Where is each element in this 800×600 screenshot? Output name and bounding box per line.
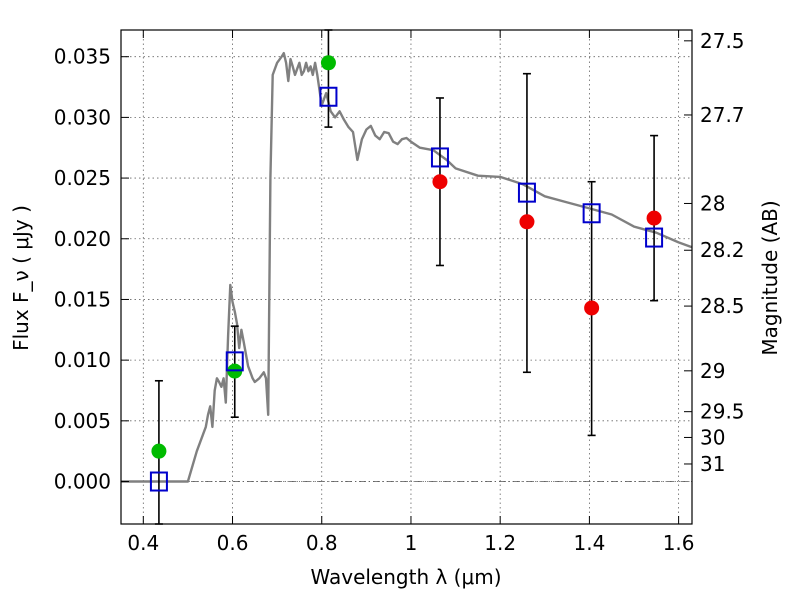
x-tick-label: 0.4 xyxy=(127,531,159,555)
grid-lines xyxy=(121,30,692,524)
y-tick-label: 0.015 xyxy=(54,287,111,311)
y-axis-label: Flux F_ν ( μJy ) xyxy=(9,205,33,351)
y-tick-label: 0.005 xyxy=(54,409,111,433)
x-tick-label: 1.2 xyxy=(484,531,516,555)
green-data-point xyxy=(151,443,167,459)
y-tick-label: 0.030 xyxy=(54,105,111,129)
y-tick-label: 0.000 xyxy=(54,470,111,494)
secondary-y-tick-label: 28 xyxy=(700,191,725,215)
y-tick-label: 0.035 xyxy=(54,45,111,69)
secondary-y-tick-label: 31 xyxy=(700,452,725,476)
secondary-y-tick-label: 28.2 xyxy=(700,238,745,262)
x-axis-ticks: 0.4 0.6 0.8 1 1.2 1.4 1.6 xyxy=(127,30,695,555)
plot-area-frame xyxy=(120,29,693,525)
model-square-marker xyxy=(319,86,338,107)
y-axis-ticks: 0.000 0.005 0.010 0.015 0.020 0.025 0.030 0.035 xyxy=(54,45,129,494)
red-data-point xyxy=(646,210,662,226)
model-square-marker xyxy=(430,147,449,168)
red-data-point xyxy=(519,214,535,230)
secondary-y-tick-label: 28.5 xyxy=(700,294,745,318)
y-tick-label: 0.025 xyxy=(54,166,111,190)
x-tick-label: 0.8 xyxy=(306,531,338,555)
y-tick-label: 0.020 xyxy=(54,227,111,251)
model-square-marker xyxy=(517,182,536,203)
photometry-points xyxy=(149,55,664,492)
red-data-point xyxy=(432,174,448,190)
green-data-point xyxy=(320,55,336,71)
secondary-y-tick-label: 27.7 xyxy=(700,103,745,127)
y-tick-label: 0.010 xyxy=(54,348,111,372)
model-spectrum-line xyxy=(121,51,693,483)
model-square-marker xyxy=(225,351,244,372)
secondary-y-tick-label: 29.5 xyxy=(700,400,745,424)
red-data-point xyxy=(584,300,600,316)
secondary-y-tick-label: 29 xyxy=(700,359,725,383)
x-tick-label: 1.4 xyxy=(573,531,605,555)
secondary-y-axis-label: Magnitude (AB) xyxy=(758,200,782,355)
secondary-y-axis-ticks: 27.5 27.7 28 28.2 28.5 29 29.530 31 xyxy=(684,29,745,476)
model-spectrum-series xyxy=(121,51,693,483)
model-square-marker xyxy=(645,227,664,248)
secondary-y-tick-label: 30 xyxy=(700,425,725,449)
x-tick-label: 0.6 xyxy=(217,531,249,555)
errorbar-series xyxy=(154,29,659,525)
x-axis-label: Wavelength λ (μm) xyxy=(310,565,501,589)
model-square-marker xyxy=(582,203,601,224)
model-square-marker xyxy=(149,471,168,492)
secondary-y-tick-label: 27.5 xyxy=(700,29,745,53)
x-tick-label: 1.6 xyxy=(663,531,695,555)
x-tick-label: 1 xyxy=(405,531,418,555)
